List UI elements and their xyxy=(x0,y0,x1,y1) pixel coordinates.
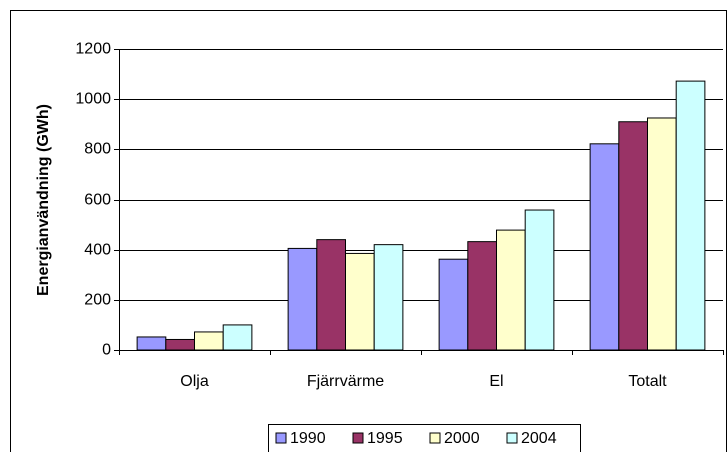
legend-label: 1995 xyxy=(367,430,403,447)
y-tick-label: 1200 xyxy=(75,41,111,58)
bar xyxy=(467,241,497,351)
x-tick-label: El xyxy=(489,373,503,390)
legend-swatch xyxy=(275,432,287,444)
bar xyxy=(589,143,620,351)
bar xyxy=(647,117,677,351)
bar xyxy=(287,247,318,351)
bar xyxy=(496,229,526,351)
legend-label: 2000 xyxy=(444,430,480,447)
legend-box xyxy=(268,424,581,455)
bar xyxy=(316,239,346,351)
bar xyxy=(438,258,469,351)
y-tick-label: 1000 xyxy=(75,91,111,108)
legend-swatch xyxy=(506,432,518,444)
bar xyxy=(194,331,224,351)
bar xyxy=(222,324,253,351)
legend-swatch xyxy=(352,432,364,444)
legend-label: 1990 xyxy=(290,430,326,447)
x-tick-label: Totalt xyxy=(628,373,667,390)
y-tick-label: 200 xyxy=(84,292,111,309)
legend-label: 2004 xyxy=(521,430,557,447)
bar xyxy=(524,209,555,351)
y-axis-label: Energianvändning (GWh) xyxy=(35,104,52,296)
bar xyxy=(618,121,648,351)
y-tick-label: 0 xyxy=(102,342,111,359)
y-tick-label: 400 xyxy=(84,242,111,259)
x-tick-label: Fjärrvärme xyxy=(307,373,384,390)
y-tick-label: 800 xyxy=(84,141,111,158)
bar xyxy=(373,244,404,351)
bar xyxy=(165,338,195,351)
bar xyxy=(675,80,706,351)
y-tick-label: 600 xyxy=(84,192,111,209)
bar xyxy=(345,252,375,351)
legend-swatch xyxy=(429,432,441,444)
x-tick-label: Olja xyxy=(180,373,209,390)
bar xyxy=(136,336,167,351)
